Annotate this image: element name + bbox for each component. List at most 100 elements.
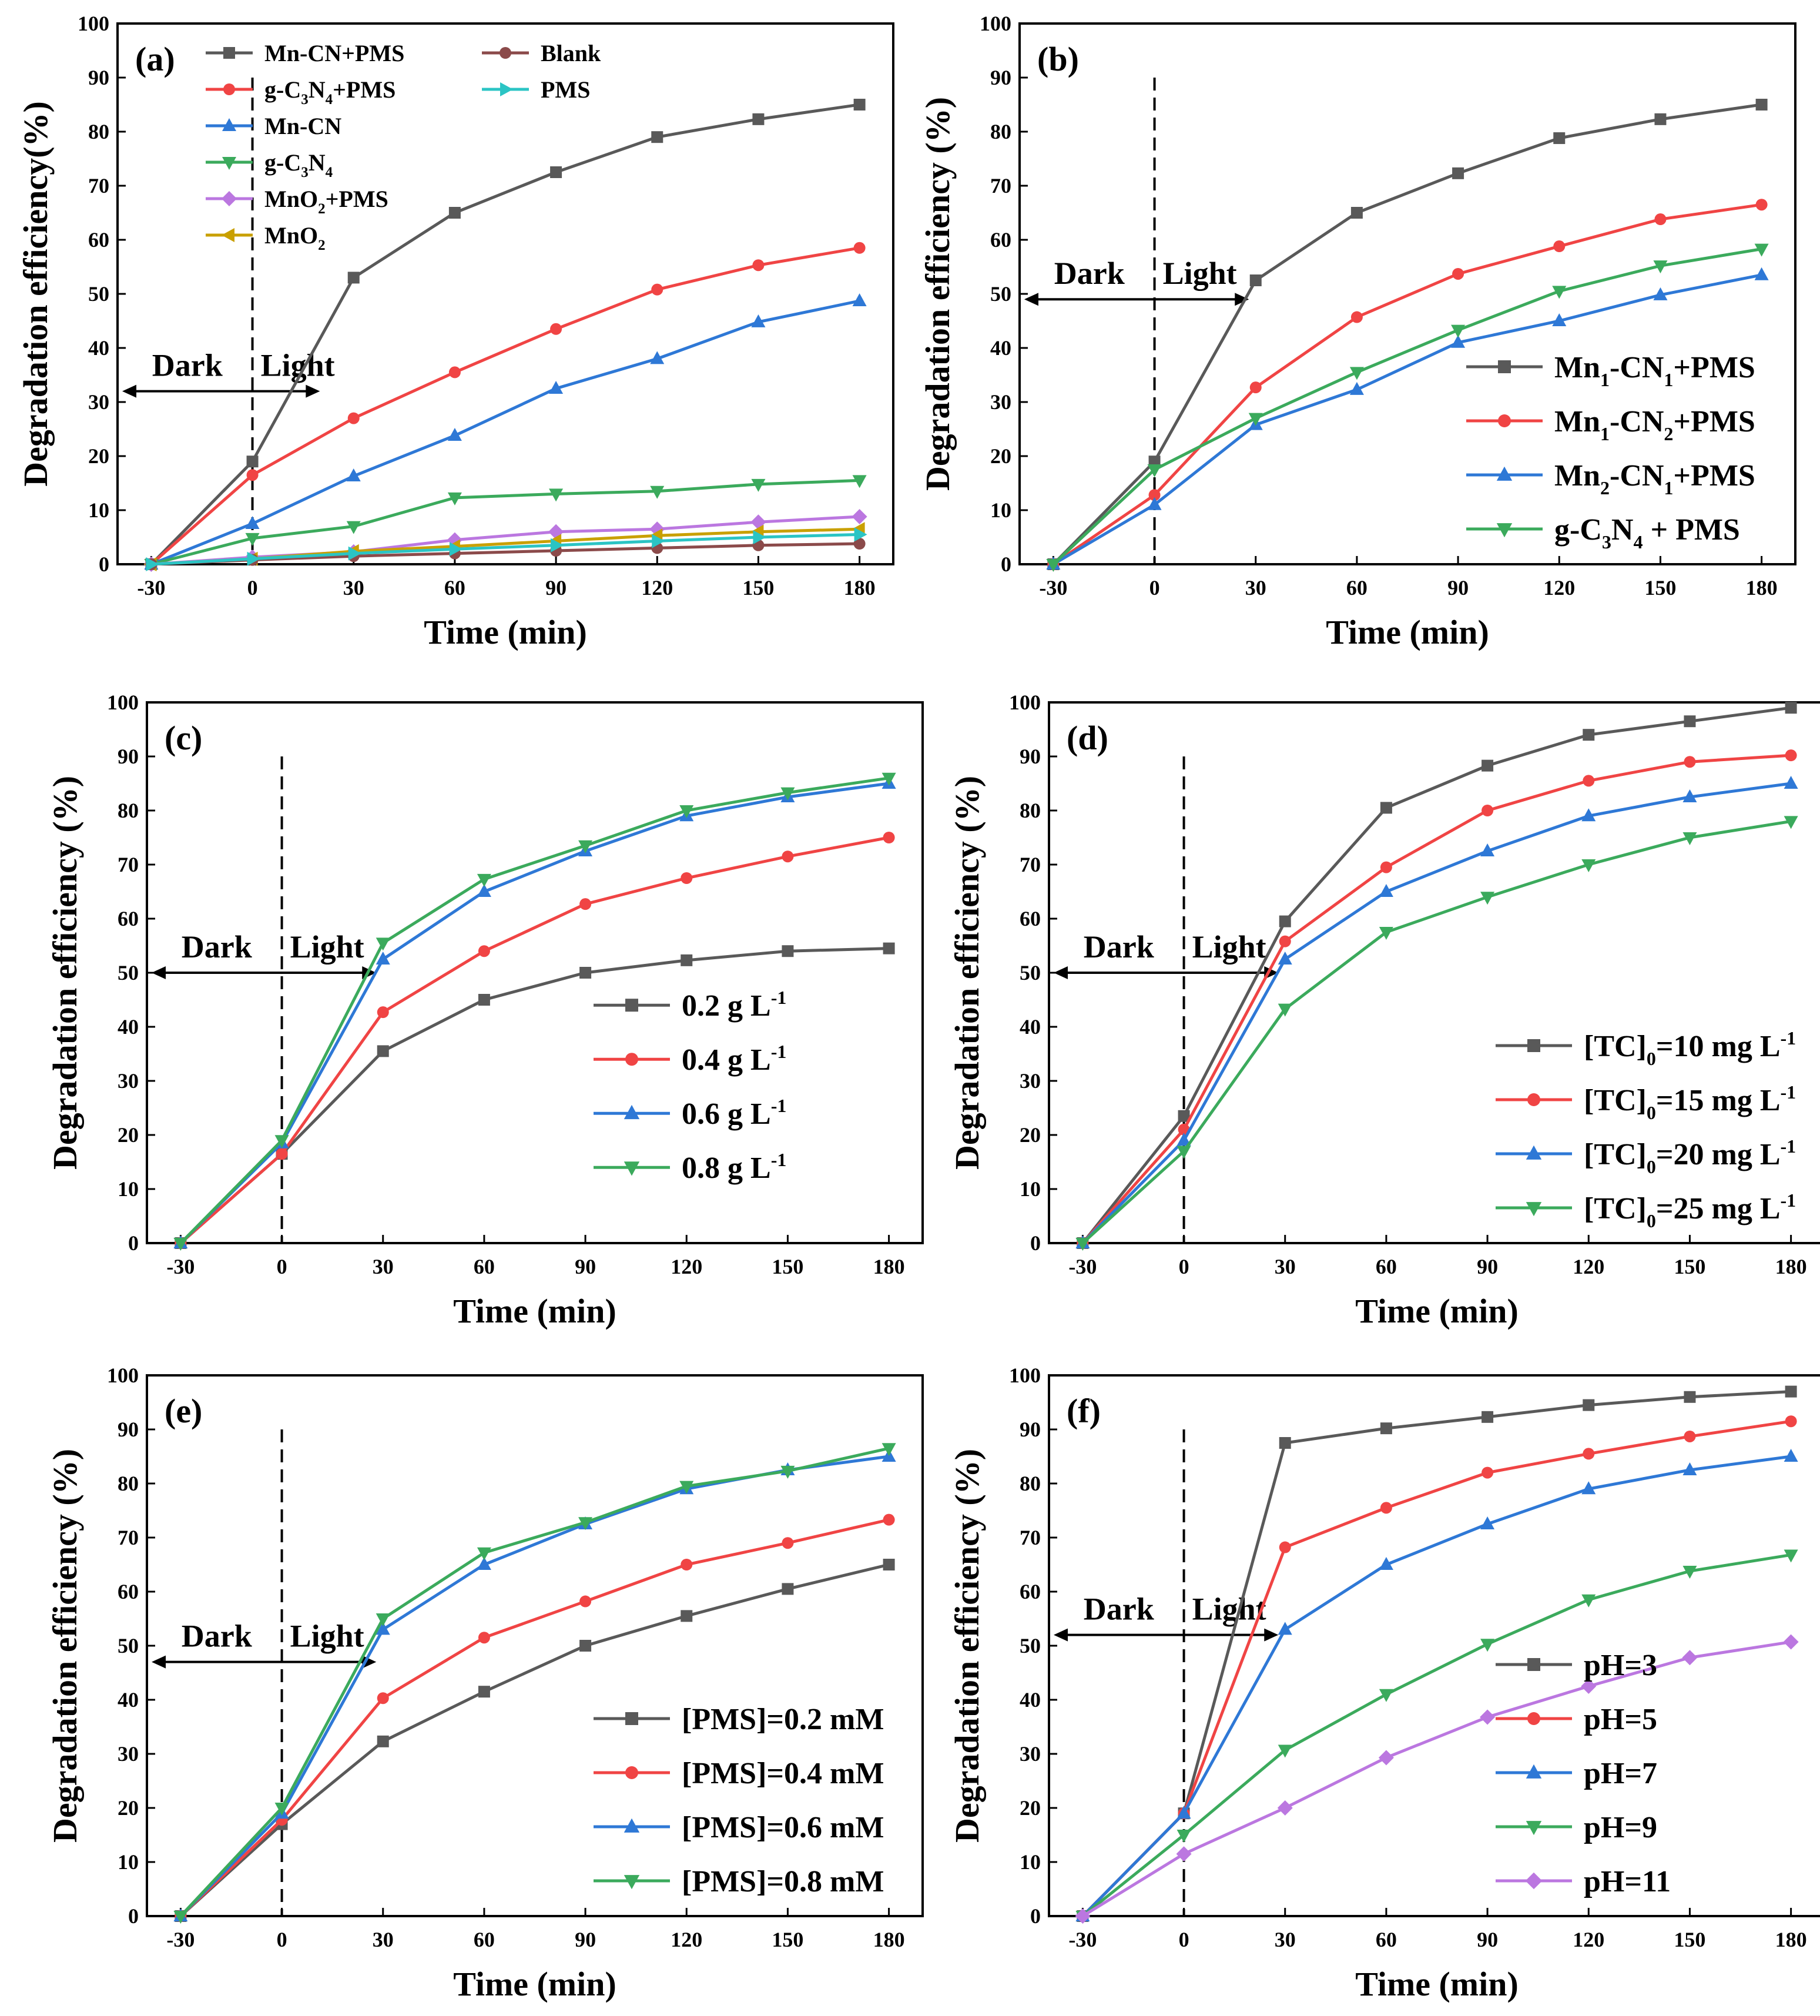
d-series-tc-0-15-mg-l-1-point [1380, 861, 1392, 873]
b-ytick-label: 70 [990, 174, 1011, 197]
e-xtick-label: 0 [277, 1928, 287, 1951]
f-series-ph-7-point [1784, 1449, 1798, 1462]
a-series-g-c3n4-point [245, 533, 260, 546]
a-legend-g-c3n4-pms-label: g-C3N4+PMS [264, 76, 395, 108]
a-series-mn-cn-pms [145, 99, 866, 570]
c-ytick-label: 40 [118, 1015, 139, 1039]
f-series-ph-9-line [1081, 1553, 1792, 1917]
f-series-ph-11 [1075, 1634, 1799, 1924]
b-legend-mn1-cn1-pms-marker [1498, 360, 1511, 373]
f-series-ph-7-point [1581, 1481, 1596, 1495]
f-series-ph-9-point [1581, 1594, 1596, 1608]
a-series-g-c3n4-pms-point [853, 242, 866, 254]
b-series-g-c3n4-pms-point [1248, 413, 1263, 426]
b-legend-g-c3n4-pms-label: g-C3N4 + PMS [1554, 513, 1740, 552]
b-xtick-label: 60 [1346, 576, 1367, 600]
e-series-pms-0-2-mm-point [579, 1640, 592, 1652]
f-xtick-label: -30 [1068, 1928, 1097, 1951]
e-ytick-label: 80 [118, 1472, 139, 1495]
d-arrow-head-left [1054, 966, 1068, 979]
c-series-0-8-g-l-1-point [173, 1238, 188, 1251]
d-xtick-label: 30 [1275, 1255, 1296, 1278]
c-series-0-2-g-l-1-point [883, 942, 895, 955]
c-series-0-2-g-l-1-point [377, 1045, 389, 1057]
b-xtick-label: 150 [1644, 576, 1676, 600]
panel-b: 0 10 20 30 40 50 60 70 80 90 100 -30 0 30 60 90 120 150 18… [919, 12, 1796, 651]
d-series-tc-0-15-mg-l-1-line [1081, 754, 1791, 1244]
f-series-ph-11-point [1176, 1846, 1192, 1862]
c-series-0-8-g-l-1-point [376, 937, 390, 951]
b-x-axis-title: Time (min) [1326, 613, 1489, 651]
e-y-axis-title: Degradation efficiency (%) [46, 1449, 84, 1843]
e-light-annotation: Light [290, 1619, 364, 1654]
e-xtick-label: 150 [772, 1928, 803, 1951]
f-series-ph-7-line [1081, 1455, 1791, 1917]
f-series-ph-11-point [1682, 1650, 1698, 1666]
f-series-ph-3-point [1380, 1422, 1392, 1435]
f-light-annotation: Light [1192, 1592, 1266, 1627]
f-legend-ph-11-label: pH=11 [1584, 1865, 1671, 1898]
e-series-pms-0-8-mm-point [679, 1481, 694, 1494]
f-series-ph-7-point [1177, 1806, 1191, 1819]
a-ytick-label: 40 [88, 336, 109, 360]
f-series-ph-7-point [1379, 1557, 1393, 1570]
c-series-0-8-g-l-1 [173, 772, 896, 1251]
a-legend-blank-marker [500, 47, 511, 59]
c-series-0-8-g-l-1-point [881, 772, 896, 786]
a-series-mn-cn-point [650, 351, 665, 364]
b-series-mn2-cn1-pms-point [1653, 287, 1668, 300]
a-legend-blank-label: Blank [541, 40, 601, 66]
b-legend-mn1-cn2-pms-marker [1498, 414, 1511, 427]
e-series-pms-0-8-mm-point [881, 1443, 896, 1456]
d-ytick-label: 40 [1020, 1015, 1041, 1039]
a-series-pms [146, 527, 867, 571]
f-series-ph-3-point [1684, 1391, 1696, 1403]
b-series-mn1-cn2-pms-point [1755, 199, 1768, 211]
c-ytick-label: 30 [118, 1069, 139, 1093]
a-legend-mn-cn-marker [222, 118, 236, 131]
c-series-0-8-g-l-1-line [179, 776, 889, 1244]
d-ytick-label: 60 [1020, 907, 1041, 930]
a-legend-mno2-marker [222, 228, 234, 242]
e-series-pms-0-4-mm-point [883, 1513, 895, 1526]
e-series-pms-0-4-mm [175, 1513, 895, 1922]
c-ytick-label: 50 [118, 961, 139, 984]
e-arrow-head-left [152, 1655, 166, 1669]
b-ytick-label: 30 [990, 390, 1011, 414]
a-ytick-label: 20 [88, 444, 109, 468]
b-arrow-head-left [1024, 293, 1038, 306]
b-series-mn2-cn1-pms-point [1451, 334, 1466, 348]
d-ytick-label: 10 [1020, 1177, 1041, 1201]
a-xtick-label: -30 [137, 576, 165, 600]
b-series-g-c3n4-pms-point [1653, 260, 1668, 274]
f-series-ph-5-line [1081, 1419, 1791, 1917]
a-series-mno2-pms-point [852, 509, 867, 525]
panel-f: 0 10 20 30 40 50 60 70 80 90 100 -30 0 30 60 90 120 150 18… [948, 1364, 1820, 2003]
e-ytick-label: 0 [128, 1904, 139, 1928]
c-series-0-4-g-l-1-point [579, 898, 592, 910]
f-panel-label: (f) [1067, 1392, 1101, 1430]
d-series-tc-0-25-mg-l-1-point [1278, 1003, 1292, 1017]
c-series-0-2-g-l-1-point [681, 954, 693, 966]
b-legend-mn2-cn1-pms-marker [1496, 466, 1513, 481]
c-series-0-2-g-l-1-line [179, 947, 889, 1244]
f-series-ph-11-point [1783, 1634, 1799, 1650]
e-xtick-label: 90 [575, 1928, 596, 1951]
f-series-ph-7-point [1480, 1516, 1495, 1529]
a-ytick-label: 60 [88, 228, 109, 252]
d-panel-label: (d) [1067, 719, 1108, 757]
d-series-tc-0-25-mg-l-1-point [1581, 859, 1596, 872]
f-xtick-label: 180 [1775, 1928, 1807, 1951]
b-series-g-c3n4-pms-point [1552, 286, 1567, 299]
d-legend-tc-0-25-mg-l-1-label: [TC]0=25 mg L-1 [1584, 1190, 1796, 1231]
e-ytick-label: 90 [118, 1418, 139, 1441]
b-series-mn1-cn2-pms-point [1350, 311, 1363, 323]
e-xtick-label: 180 [873, 1928, 905, 1951]
a-series-mn-cn-pms-point [448, 207, 461, 219]
d-series-tc-0-15-mg-l-1-point [1279, 935, 1291, 947]
b-legend-g-c3n4-pms-marker [1496, 523, 1513, 538]
d-series-tc-0-25-mg-l-1-line [1081, 819, 1792, 1244]
d-series-tc-0-15-mg-l-1 [1077, 749, 1797, 1249]
d-series-tc-0-10-mg-l-1-point [1178, 1110, 1190, 1122]
